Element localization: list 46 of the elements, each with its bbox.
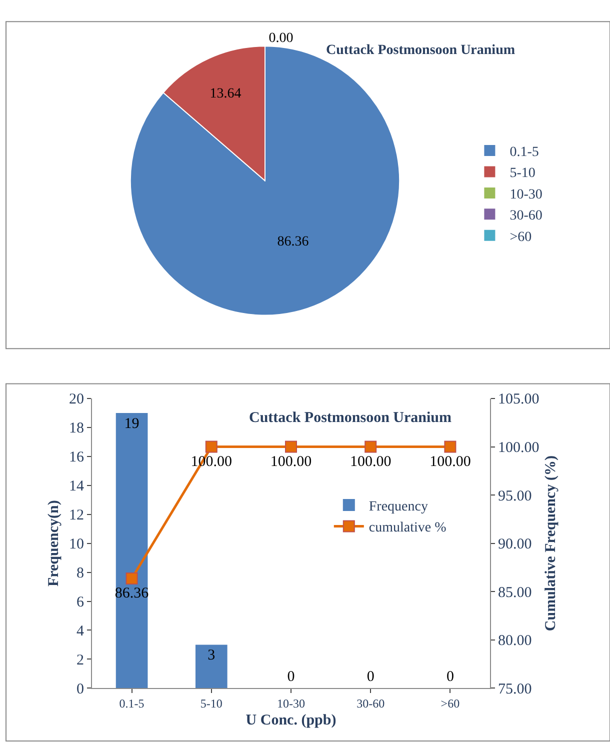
x-axis-title: U Conc. (ppb) (246, 712, 336, 729)
legend-label: cumulative % (368, 520, 447, 536)
y-tick-label: 6 (76, 594, 84, 611)
data-label: 100.00 (350, 454, 392, 470)
y2-tick-label: 80.00 (498, 633, 532, 650)
text: Cuttack Postmonsoon Uranium (249, 410, 452, 426)
y2-tick-label: 105.00 (498, 392, 540, 408)
y-tick-label: 12 (69, 508, 84, 524)
y-tick-label: 10 (69, 536, 84, 553)
y-tick-label: 0 (76, 681, 84, 698)
y-axis-title: Frequency(n) (46, 500, 62, 587)
x-tick-label: 10-30 (277, 696, 305, 711)
x-tick-label: 30-60 (356, 696, 385, 711)
legend-label: Frequency (368, 499, 428, 514)
y2-tick-label: 75.00 (498, 681, 532, 698)
x-tick-label: 5-10 (200, 696, 222, 711)
legend-label: >60 (510, 230, 532, 245)
data-label: 100.00 (430, 454, 471, 470)
data-label: 100.00 (270, 454, 312, 470)
legend-label: 10-30 (510, 187, 542, 202)
y2-tick-label: 95.00 (498, 488, 532, 504)
data-label: 13.64 (210, 86, 242, 102)
data-label: 0 (446, 669, 454, 686)
y2-axis-title: Cumulative Frequency (%) (543, 456, 560, 632)
data-label: 0 (287, 669, 295, 686)
data-label: 3 (208, 648, 216, 664)
legend-label: 0.1-5 (510, 145, 539, 160)
x-tick-label: 0.1-5 (119, 696, 144, 711)
y-tick-label: 2 (76, 652, 84, 668)
data-label: 0 (366, 669, 374, 686)
y-tick-label: 20 (69, 392, 84, 408)
y-tick-label: 8 (76, 566, 84, 582)
x-tick-label: >60 (440, 696, 460, 711)
data-label: 86.36 (277, 234, 309, 250)
y-tick-label: 16 (69, 450, 84, 466)
y2-tick-label: 90.00 (498, 536, 532, 553)
legend-label: 5-10 (510, 166, 536, 182)
y-tick-label: 4 (76, 623, 84, 640)
y-tick-label: 18 (69, 420, 84, 437)
y2-tick-label: 100.00 (498, 440, 540, 456)
y-tick-label: 14 (69, 478, 84, 495)
data-label: 19 (124, 416, 140, 432)
text: 0.00 (268, 31, 294, 46)
legend-label: 30-60 (510, 208, 542, 224)
y2-tick-label: 85.00 (498, 584, 532, 601)
chart-title: Cuttack Postmonsoon Uranium (326, 43, 516, 58)
